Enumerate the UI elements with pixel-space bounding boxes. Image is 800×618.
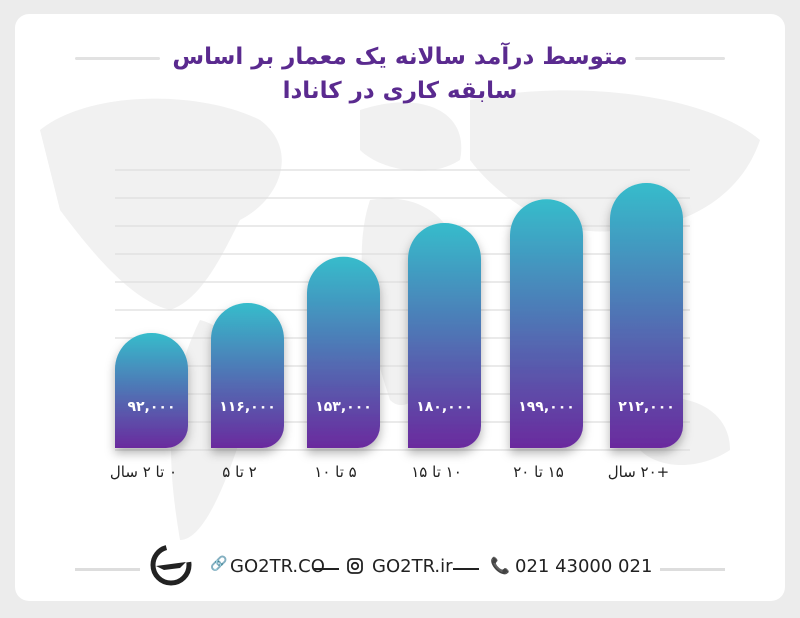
bar bbox=[307, 256, 380, 448]
x-tick-label: ۱۵ تا ۲۰ bbox=[513, 463, 564, 481]
title-rule-right bbox=[635, 57, 725, 60]
instagram-icon bbox=[347, 558, 363, 574]
title-line-1: متوسط درآمد سالانه یک معمار بر اساس bbox=[172, 44, 628, 70]
separator bbox=[453, 568, 479, 570]
logo-plane-icon bbox=[150, 544, 192, 586]
instagram-handle[interactable]: GO2TR.ir bbox=[372, 556, 453, 577]
link-icon: 🔗 bbox=[210, 556, 228, 572]
footer-rule-left bbox=[75, 568, 140, 571]
footer: 🔗 GO2TR.CO GO2TR.ir 📞 021 43000 021 bbox=[0, 544, 800, 586]
bar bbox=[510, 199, 583, 448]
bar bbox=[115, 333, 188, 448]
x-tick-label: ۱۰ تا ۱۵ bbox=[411, 463, 462, 481]
chart-title: متوسط درآمد سالانه یک معمار بر اساس سابق… bbox=[0, 40, 800, 108]
x-tick-label: +۲۰ سال bbox=[608, 463, 670, 481]
bar bbox=[610, 183, 683, 448]
data-label: ۲۱۲,۰۰۰ bbox=[618, 399, 675, 415]
bar bbox=[408, 223, 481, 448]
phone-icon: 📞 bbox=[490, 556, 510, 575]
title-rule-left bbox=[75, 57, 160, 60]
bar bbox=[211, 303, 284, 448]
separator bbox=[313, 568, 339, 570]
data-label: ۱۹۹,۰۰۰ bbox=[518, 399, 575, 415]
title-line-2: سابقه کاری در کانادا bbox=[282, 78, 518, 104]
data-label: ۱۸۰,۰۰۰ bbox=[416, 399, 473, 415]
data-label: ۹۲,۰۰۰ bbox=[127, 399, 175, 415]
x-tick-label: ۲ تا ۵ bbox=[222, 463, 256, 481]
footer-rule-right bbox=[660, 568, 725, 571]
phone-number[interactable]: 021 43000 021 bbox=[515, 556, 653, 577]
x-tick-label: ۰ تا ۲ سال bbox=[110, 463, 177, 481]
x-tick-label: ۵ تا ۱۰ bbox=[314, 463, 356, 481]
data-label: ۱۱۶,۰۰۰ bbox=[219, 399, 276, 415]
website-link[interactable]: GO2TR.CO bbox=[230, 556, 325, 577]
data-label: ۱۵۳,۰۰۰ bbox=[315, 399, 372, 415]
